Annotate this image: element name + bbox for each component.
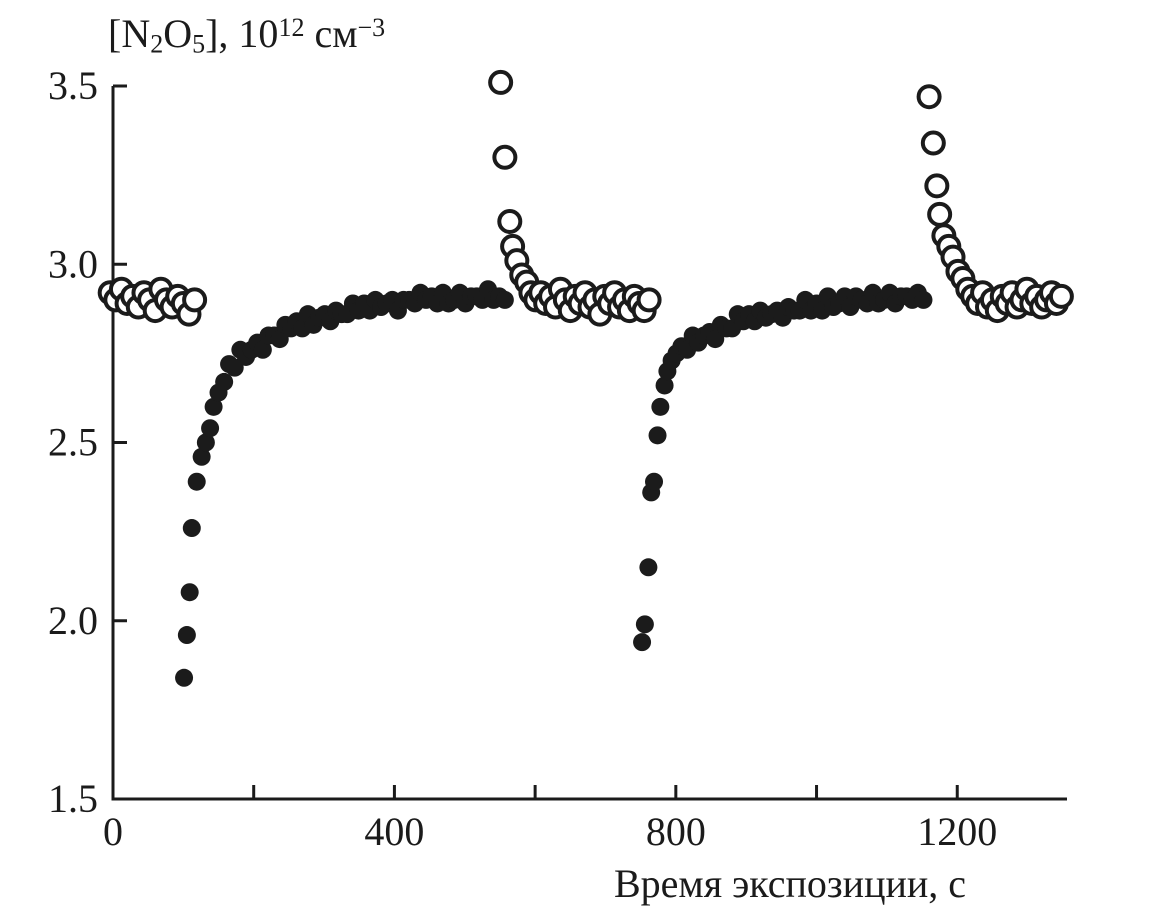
data-point-circle-filled xyxy=(495,290,514,309)
data-point-circle-filled xyxy=(192,447,211,466)
data-point-circle-filled xyxy=(639,558,658,577)
data-point-circle-filled xyxy=(180,583,199,602)
x-tick-label: 400 xyxy=(364,809,424,854)
data-point-circle-filled xyxy=(645,472,664,491)
y-tick-label: 1.5 xyxy=(48,776,98,821)
x-axis-title: Время экспозиции, с xyxy=(613,861,967,906)
data-point-circle-filled xyxy=(175,668,194,687)
data-point-circle-open xyxy=(920,130,946,156)
data-point-circle-filled xyxy=(914,290,933,309)
data-point-circle-filled xyxy=(635,615,654,634)
y-axis-title-part: [N xyxy=(108,11,151,56)
x-tick-label: 0 xyxy=(103,809,123,854)
data-point-circle-filled xyxy=(270,330,289,349)
y-axis-title-part: 2 xyxy=(150,29,164,59)
data-point-circle-filled xyxy=(225,358,244,377)
data-point-circle-filled xyxy=(177,626,196,645)
y-axis-title-part: −3 xyxy=(357,13,386,43)
data-point-circle-open xyxy=(182,287,208,313)
data-point-circle-filled xyxy=(215,372,234,391)
y-tick-label: 3.0 xyxy=(48,241,98,286)
data-point-circle-open xyxy=(492,144,518,170)
y-axis-title-part: ], 10 xyxy=(205,11,279,56)
data-point-circle-filled xyxy=(253,340,272,359)
data-point-circle-filled xyxy=(648,426,667,445)
y-tick-label: 2.0 xyxy=(48,598,98,643)
x-tick-label: 800 xyxy=(646,809,706,854)
data-point-circle-filled xyxy=(706,330,725,349)
data-point-circle-open xyxy=(916,84,942,110)
data-point-circle-open xyxy=(636,287,662,313)
data-point-circle-open xyxy=(488,69,514,95)
data-point-circle-open xyxy=(927,201,953,227)
y-axis-title-part: O xyxy=(163,11,193,56)
y-axis-title: [N2O5], 1012 см−3 xyxy=(108,10,385,58)
data-point-circle-filled xyxy=(182,519,201,538)
data-point-circle-filled xyxy=(201,419,220,438)
x-tick-label: 1200 xyxy=(917,809,997,854)
data-point-circle-open xyxy=(497,208,523,234)
y-axis-title-part: 5 xyxy=(192,29,206,59)
data-point-circle-filled xyxy=(655,376,674,395)
y-axis-title-part: см xyxy=(304,11,358,56)
data-point-circle-filled xyxy=(196,433,215,452)
data-point-circle-filled xyxy=(204,397,223,416)
y-tick-label: 3.5 xyxy=(48,63,98,108)
data-point-circle-filled xyxy=(187,472,206,491)
data-point-circle-open xyxy=(924,173,950,199)
y-tick-label: 2.5 xyxy=(48,420,98,465)
data-point-circle-open xyxy=(1048,283,1074,309)
y-axis-title-part: 12 xyxy=(278,13,305,43)
data-point-circle-filled xyxy=(651,397,670,416)
data-point-circle-filled xyxy=(633,633,652,652)
